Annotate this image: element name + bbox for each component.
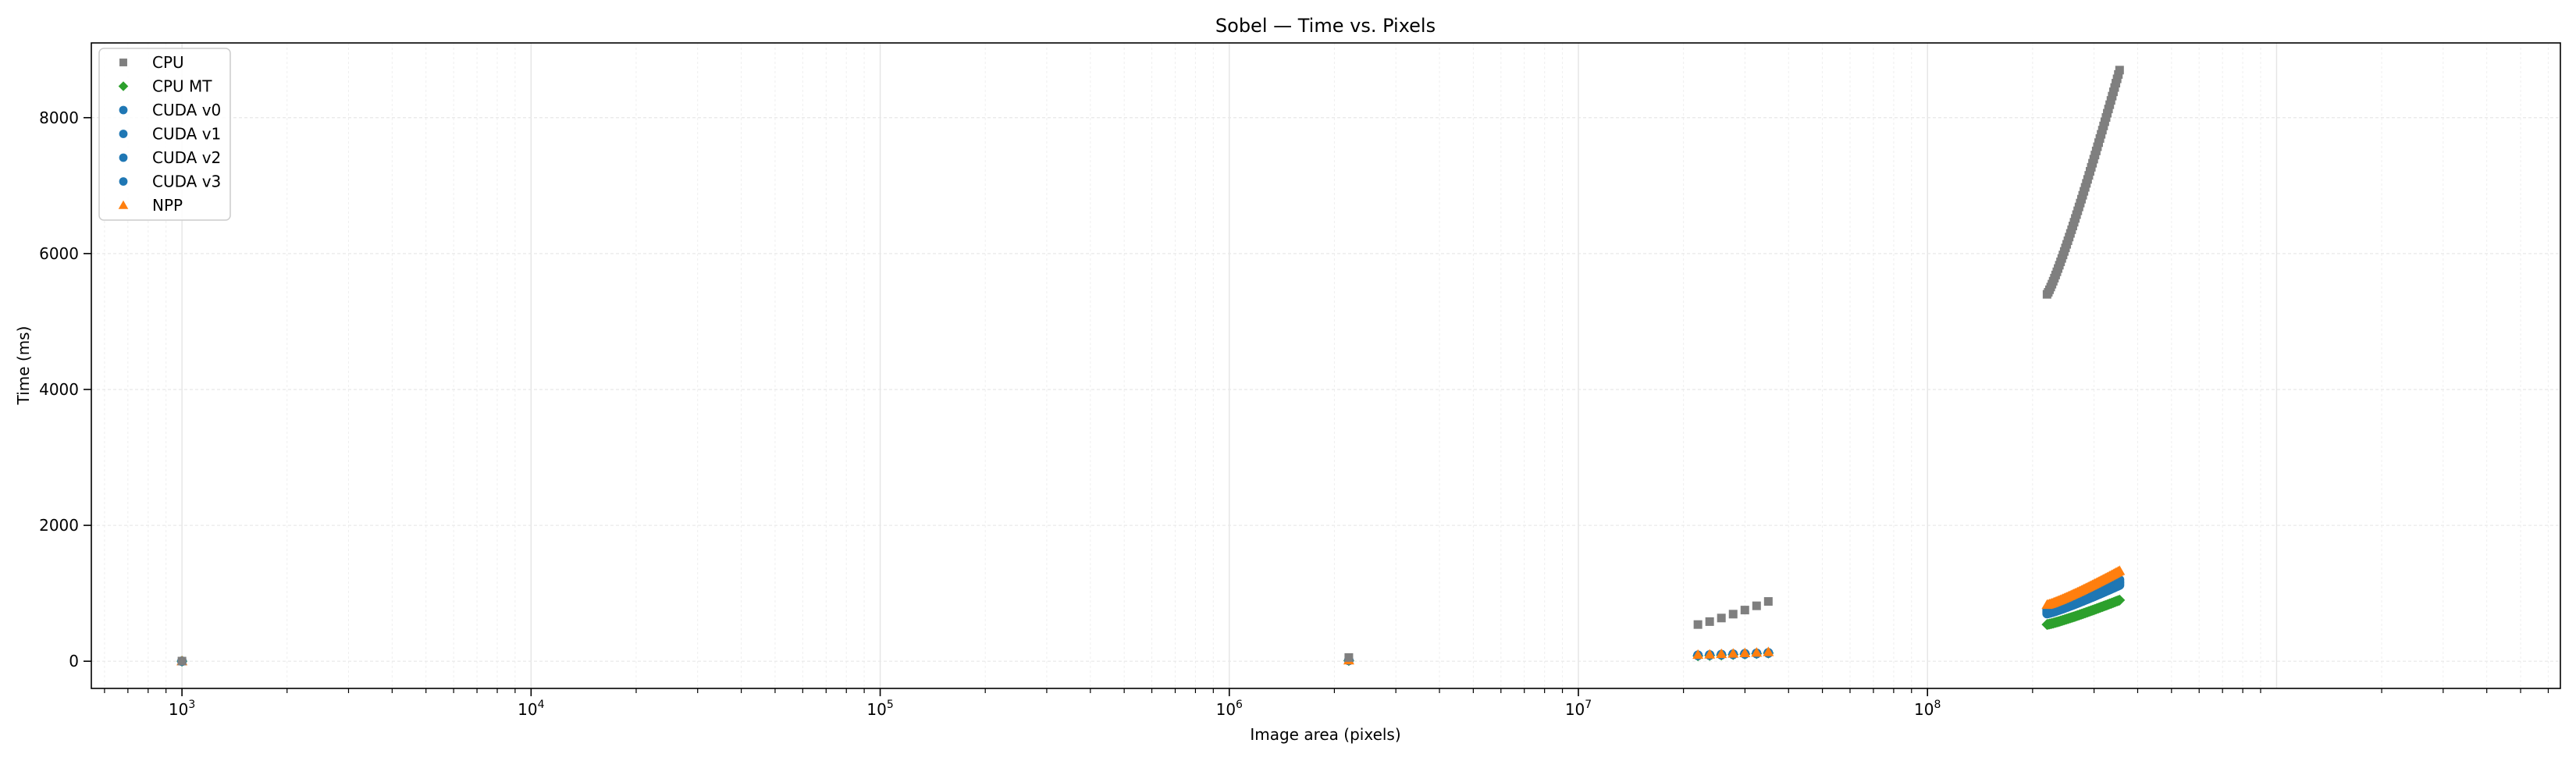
x-tick-label: 103 <box>169 699 195 719</box>
point-npp <box>1704 649 1716 659</box>
x-axis-ticks: 103 104 105 106 107 108 <box>104 688 2549 719</box>
point-cpu <box>1740 606 1749 615</box>
legend-box <box>98 48 231 221</box>
x-tick-label-base: 10 <box>169 700 188 719</box>
x-tick-label-base: 10 <box>866 700 886 719</box>
y-tick-label: 2000 <box>39 516 79 535</box>
x-tick-label: 104 <box>518 699 544 719</box>
point-cpu <box>2114 69 2123 79</box>
x-tick-label-base: 10 <box>1565 700 1585 719</box>
x-tick-label: 106 <box>1216 699 1243 719</box>
point-cpu <box>2112 79 2121 88</box>
y-tick-label: 4000 <box>39 380 79 399</box>
legend-marker-cuda-v3 <box>119 177 128 186</box>
x-tick-label-base: 10 <box>1914 700 1934 719</box>
point-cpu <box>1763 597 1773 606</box>
x-tick-label-exponent: 7 <box>1585 699 1592 711</box>
point-cpu <box>1752 601 1761 610</box>
point-cpu <box>1728 610 1738 619</box>
legend-label-cuda-v3: CUDA v3 <box>152 172 221 191</box>
point-npp <box>1739 647 1751 657</box>
point-cpu <box>2106 96 2115 105</box>
point-cpu <box>2110 83 2119 92</box>
point-cpu <box>2108 87 2118 97</box>
x-tick-label-base: 10 <box>1216 700 1236 719</box>
point-npp <box>1751 647 1763 657</box>
legend-label-cuda-v0: CUDA v0 <box>152 101 221 119</box>
legend-label-npp: NPP <box>152 196 183 215</box>
x-tick-label: 105 <box>866 699 893 719</box>
data-points <box>176 66 2126 667</box>
y-tick-label: 8000 <box>39 108 79 127</box>
x-tick-label-exponent: 4 <box>538 699 545 711</box>
point-cpu <box>1344 653 1354 662</box>
x-axis-label: Image area (pixels) <box>1250 725 1400 744</box>
y-axis-ticks: 0 2000 4000 6000 8000 <box>39 108 91 670</box>
legend-label-cpu: CPU <box>152 53 184 72</box>
chart-title: Sobel — Time vs. Pixels <box>1215 15 1436 37</box>
point-npp <box>1727 648 1739 658</box>
point-cpu <box>2108 91 2117 101</box>
legend-marker-cuda-v1 <box>119 130 128 138</box>
x-tick-label: 108 <box>1914 699 1941 719</box>
y-axis-label: Time (ms) <box>14 326 33 406</box>
point-npp <box>2114 565 2126 575</box>
x-tick-label-exponent: 5 <box>887 699 894 711</box>
x-tick-label-base: 10 <box>518 700 537 719</box>
legend-marker-npp <box>118 200 129 209</box>
legend-marker-cuda-v0 <box>119 105 128 115</box>
point-cpu <box>1717 613 1726 623</box>
legend-label-cuda-v2: CUDA v2 <box>152 148 221 167</box>
x-tick-label-exponent: 3 <box>188 699 195 711</box>
point-cpu <box>2115 66 2124 75</box>
y-tick-label: 6000 <box>39 244 79 263</box>
point-npp <box>1716 648 1727 659</box>
legend-label-cpu-mt: CPU MT <box>152 77 212 96</box>
legend-marker-cuda-v2 <box>119 153 128 162</box>
x-tick-label: 107 <box>1565 699 1592 719</box>
point-cuda-v3 <box>2115 580 2125 590</box>
x-tick-label-exponent: 6 <box>1236 699 1243 711</box>
plot-area <box>91 43 2560 688</box>
legend-marker-cpu <box>119 59 127 66</box>
y-tick-label: 0 <box>69 652 79 670</box>
point-cpu-mt <box>2114 594 2126 606</box>
plot-frame <box>91 42 2561 689</box>
legend-label-cuda-v1: CUDA v1 <box>152 125 221 144</box>
legend-marker-cpu-mt <box>118 81 129 91</box>
point-cpu <box>2112 74 2122 84</box>
legend: CPU CPU MT CUDA v0 CUDA v1 CUDA v2 CUDA v3 NPP <box>98 48 231 221</box>
x-tick-label-exponent: 8 <box>1934 699 1941 711</box>
point-npp <box>1763 646 1774 656</box>
point-cpu <box>1705 617 1714 626</box>
grid-lines <box>91 43 2560 688</box>
point-cpu <box>177 656 187 666</box>
point-cpu <box>1693 620 1703 629</box>
point-npp <box>1692 649 1704 660</box>
